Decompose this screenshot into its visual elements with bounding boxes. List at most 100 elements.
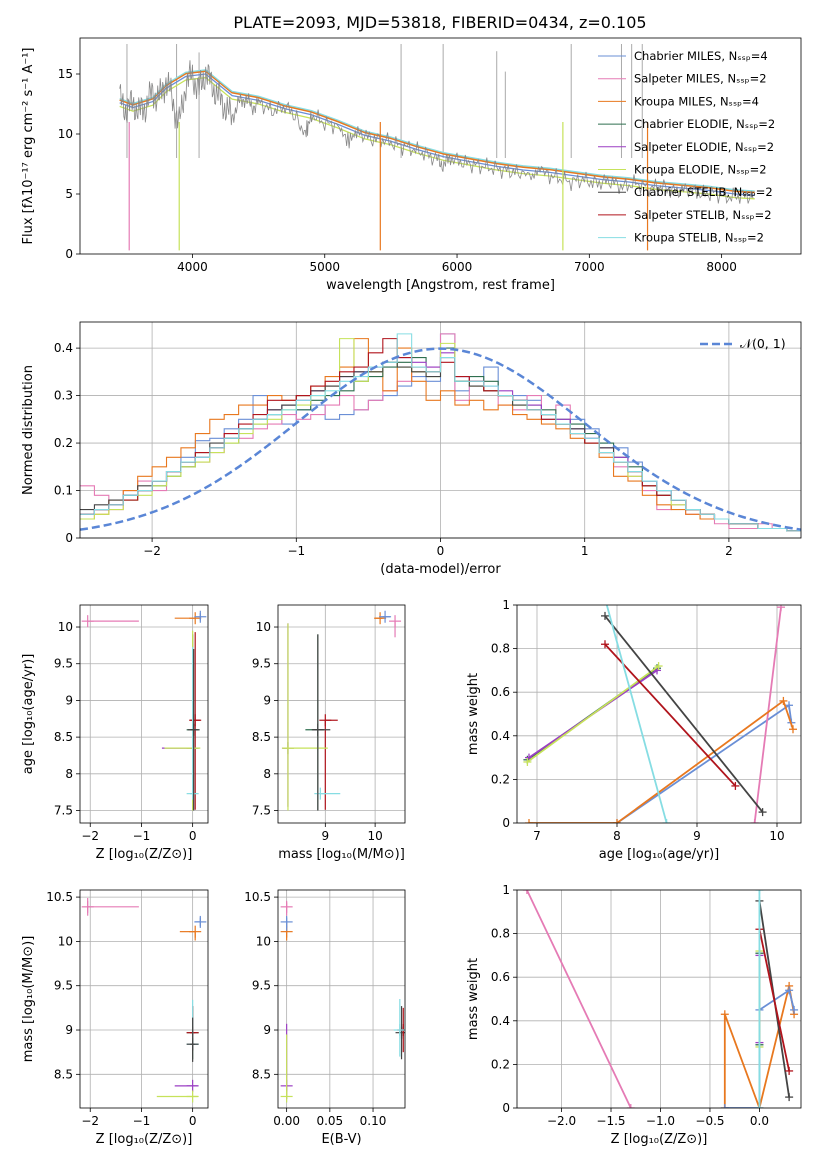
y-axis-label: age [log₁₀(age/yr)] xyxy=(21,654,36,775)
x-tick-label: −2 xyxy=(81,1114,99,1128)
axes-age_vs_z: −2 −1 0 7.5 8 8.5 9 9.5 10 Z [log₁₀(Z/Z⊙)] age [lo… xyxy=(21,604,209,862)
x-tick-label: 4000 xyxy=(177,260,208,274)
x-tick-label: −2 xyxy=(143,544,161,558)
x-tick-label: 0.10 xyxy=(360,1114,387,1128)
x-tick-label: −2 xyxy=(81,829,99,843)
axes-spectrum: 4000 5000 6000 7000 8000 0 5 10 15 wavelength [An… xyxy=(21,37,802,293)
model-spectrum-line xyxy=(119,73,755,196)
y-tick-label: 10 xyxy=(256,620,271,634)
y-tick-label: 10.5 xyxy=(46,890,73,904)
y-tick-label: 10.5 xyxy=(244,890,271,904)
weight-line xyxy=(604,643,737,787)
plot-area xyxy=(280,900,405,1103)
gridlines xyxy=(278,605,405,823)
axes-frame xyxy=(516,889,802,1109)
x-tick-label: 1 xyxy=(581,544,589,558)
legend-label: Chabrier STELIB, Nₛₛₚ=2 xyxy=(634,185,773,199)
x-tick-label: 6000 xyxy=(442,260,473,274)
x-tick-label: −0.5 xyxy=(695,1114,724,1128)
x-tick-label: 7 xyxy=(533,829,541,843)
x-tick-label: −1 xyxy=(133,829,151,843)
x-axis-label: mass [log₁₀(M/M⊙)] xyxy=(278,847,405,862)
model-spectrum-line xyxy=(119,76,755,200)
y-tick-label: 0.2 xyxy=(54,436,73,450)
legend-label: Salpeter MILES, Nₛₛₚ=2 xyxy=(634,72,767,86)
axes-frame xyxy=(79,889,209,1109)
x-tick-label: 8 xyxy=(613,829,621,843)
x-axis-label: Z [log₁₀(Z/Z⊙)] xyxy=(96,847,193,862)
y-tick-label: 10 xyxy=(58,934,73,948)
axes-frame xyxy=(516,604,802,824)
y-tick-label: 1 xyxy=(502,883,510,897)
y-tick-label: 0.8 xyxy=(491,927,510,941)
axes-mass_vs_z: −2 −1 0 8.5 9 9.5 10 10.5 Z [log₁₀(Z/Z⊙)] mass [l… xyxy=(21,889,209,1147)
plot-area xyxy=(81,897,207,1103)
x-tick-label: 0.0 xyxy=(750,1114,769,1128)
y-tick-label: 9 xyxy=(65,1023,73,1037)
x-tick-label: 7000 xyxy=(574,260,605,274)
x-tick-label: 0 xyxy=(189,829,197,843)
legend-label: Chabrier MILES, Nₛₛₚ=4 xyxy=(634,49,768,63)
y-tick-label: 5 xyxy=(65,187,73,201)
x-axis-label: wavelength [Angstrom, rest frame] xyxy=(326,278,555,293)
x-tick-label: 9 xyxy=(321,829,329,843)
y-tick-label: 9.5 xyxy=(54,979,73,993)
x-tick-label: 0.05 xyxy=(316,1114,343,1128)
weight-line xyxy=(753,607,782,823)
y-tick-label: 10 xyxy=(58,127,73,141)
y-tick-label: 9 xyxy=(263,693,271,707)
y-tick-label: 9.5 xyxy=(54,657,73,671)
y-axis-label: mass [log₁₀(M/M⊙)] xyxy=(21,936,36,1063)
y-tick-label: 9.5 xyxy=(252,979,271,993)
y-tick-label: 9 xyxy=(263,1023,271,1037)
axes-frame xyxy=(277,889,406,1109)
figure-title: PLATE=2093, MJD=53818, FIBERID=0434, z=0… xyxy=(233,13,646,32)
x-tick-label: 0 xyxy=(437,544,445,558)
axes-frame xyxy=(79,321,802,539)
axes-weight_vs_z: −2.0 −1.5 −1.0 −0.5 0.0 0 0.2 0.4 0.6 0.8 1 Z [log₁… xyxy=(466,883,802,1147)
gridlines xyxy=(80,890,208,1108)
y-tick-label: 0.4 xyxy=(54,341,73,355)
axes-weight_vs_age: 7 8 9 10 0 0.2 0.4 0.6 0.8 1 age [log₁₀(age/yr)] ma… xyxy=(466,598,802,862)
y-tick-label: 0.4 xyxy=(491,729,510,743)
y-tick-label: 8.5 xyxy=(54,730,73,744)
weight-line xyxy=(526,665,660,763)
weight-line xyxy=(604,615,764,813)
y-tick-label: 7.5 xyxy=(252,804,271,818)
legend-label: Chabrier ELODIE, Nₛₛₚ=2 xyxy=(634,117,775,131)
x-tick-label: 0.00 xyxy=(273,1114,300,1128)
x-axis-label: Z [log₁₀(Z/Z⊙)] xyxy=(611,1132,708,1147)
y-tick-label: 8.5 xyxy=(252,1067,271,1081)
plot-area xyxy=(80,333,801,532)
x-tick-label: 10 xyxy=(769,829,784,843)
x-tick-label: −2.0 xyxy=(547,1114,576,1128)
y-axis-label: Normed distribution xyxy=(21,365,36,495)
plot-area xyxy=(522,890,799,1108)
y-tick-label: 1 xyxy=(502,598,510,612)
legend-label: Kroupa STELIB, Nₛₛₚ=2 xyxy=(634,231,764,245)
y-tick-label: 10 xyxy=(256,934,271,948)
weight-line xyxy=(758,929,791,1072)
legend-label: Salpeter STELIB, Nₛₛₚ=2 xyxy=(634,208,772,222)
x-tick-label: 0 xyxy=(189,1114,197,1128)
axes-residuals: −2 −1 0 1 2 0 0.1 0.2 0.3 0.4 (data-model)/error No… xyxy=(21,321,802,577)
axes-frame xyxy=(277,604,406,824)
gridlines xyxy=(80,605,208,823)
y-tick-label: 9 xyxy=(65,693,73,707)
axes-mass_vs_ebv: 0.00 0.05 0.10 8.5 9 9.5 10 10.5 E(B-V) xyxy=(244,889,406,1147)
legend-label: Salpeter ELODIE, Nₛₛₚ=2 xyxy=(634,140,774,154)
y-tick-label: 8.5 xyxy=(54,1067,73,1081)
x-tick-label: 5000 xyxy=(309,260,340,274)
y-tick-label: 0 xyxy=(502,816,510,830)
x-tick-label: −1 xyxy=(133,1114,151,1128)
histogram-series xyxy=(80,338,801,532)
y-tick-label: 0.2 xyxy=(491,772,510,786)
x-tick-label: 9 xyxy=(693,829,701,843)
legend-label: 𝒩(0, 1) xyxy=(740,336,786,351)
legend-label: Kroupa ELODIE, Nₛₛₚ=2 xyxy=(634,163,767,177)
x-tick-label: −1 xyxy=(287,544,305,558)
weight-line xyxy=(529,699,794,823)
weight-line xyxy=(616,703,793,823)
x-tick-label: −1.0 xyxy=(646,1114,675,1128)
